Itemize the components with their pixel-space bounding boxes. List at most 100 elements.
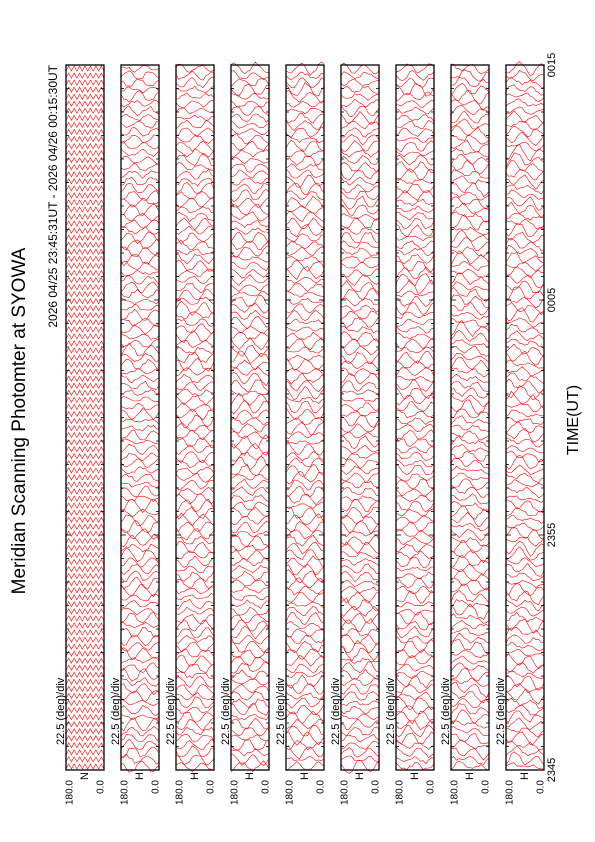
scan-trace [175,85,215,93]
scan-trace [65,474,105,481]
scan-trace [450,356,490,371]
scan-trace [450,493,490,505]
scan-trace [450,408,490,418]
scan-trace [395,77,435,88]
scan-trace [505,384,545,401]
scan-trace [175,408,215,421]
scan-trace [450,399,490,415]
scan-trace [285,246,325,257]
scan-trace [65,622,105,629]
scan-trace [395,273,435,287]
scan-trace [175,330,215,343]
scan-trace [65,488,105,495]
scan-trace [120,339,160,348]
scan-trace [230,725,270,737]
scan-trace [65,678,105,686]
scan-trace [505,557,545,568]
scan-trace [340,110,380,125]
scan-trace [340,360,380,371]
scan-trace [120,667,160,682]
scan-trace [120,641,160,652]
scan-trace [395,620,435,631]
scan-trace [395,240,435,250]
scan-trace [120,304,160,311]
scan-trace [120,182,160,193]
scan-trace [65,629,105,636]
scan-trace [120,318,160,327]
scan-trace [450,436,490,448]
scan-trace [285,108,325,115]
scan-trace [340,262,380,269]
scan-trace [395,711,435,725]
scan-trace [505,464,545,475]
scan-trace [230,255,270,263]
scan-trace [505,688,545,705]
scan-trace [230,649,270,659]
scan-trace [175,654,215,667]
scan-trace [121,202,160,216]
scan-trace [505,472,545,484]
scan-trace [450,577,490,591]
scan-trace [341,98,380,108]
scan-trace [230,169,270,179]
scan-trace [505,219,545,230]
scan-trace [175,339,215,348]
scan-trace [450,747,490,761]
scan-trace [65,192,105,199]
scan-trace [230,157,270,164]
scan-trace [340,514,380,525]
scan-trace [65,551,105,559]
panel: 22.5 (deg)/div 180.0 0.0 H [165,63,217,805]
scan-trace [340,713,380,720]
scan-trace [395,488,435,497]
scan-trace [395,437,435,448]
scan-trace [340,168,380,181]
scan-trace [340,120,380,130]
scan-trace [175,512,215,527]
scan-trace [340,628,380,637]
scan-trace [120,190,160,201]
scan-trace [450,339,490,348]
scan-trace [450,638,490,655]
scan-trace [230,564,270,573]
scan-trace [285,431,325,439]
scan-trace [65,396,105,404]
scan-trace [340,535,380,546]
scan-trace [340,273,380,286]
scan-trace [450,550,490,564]
scan-trace [230,61,270,75]
scan-trace [285,601,325,609]
scan-trace [65,460,105,467]
scan-trace [120,717,160,732]
scan-trace [230,120,270,129]
scale-label: 22.5 (deg)/div [495,677,507,745]
scan-trace [505,634,545,644]
panel: 22.5 (deg)/div 180.0 0.0 H [330,62,382,805]
scan-trace [285,182,325,196]
panel: 22.5 (deg)/div 180.0 0.0 H [110,64,162,805]
scan-trace [340,149,380,158]
scan-trace [450,125,490,139]
scan-trace [120,557,160,568]
y-tick-label: 180.0 [395,780,406,805]
scan-trace [450,294,490,309]
scan-trace [65,615,105,622]
scan-trace [340,345,380,356]
scan-trace [506,717,545,730]
scan-trace [65,742,105,749]
x-tick-label: 0015 [546,53,558,77]
scan-trace [340,380,380,392]
scan-trace [120,593,160,602]
scan-trace [450,726,490,736]
scan-trace [450,381,490,392]
scan-trace [175,288,215,301]
scan-trace [395,585,435,595]
scan-trace [175,535,215,545]
scan-trace [65,706,105,714]
scan-trace [120,514,160,526]
scan-trace [230,662,270,674]
scan-trace [505,454,545,470]
scan-trace [65,601,105,608]
scan-trace [340,499,380,513]
scan-trace [120,738,160,750]
